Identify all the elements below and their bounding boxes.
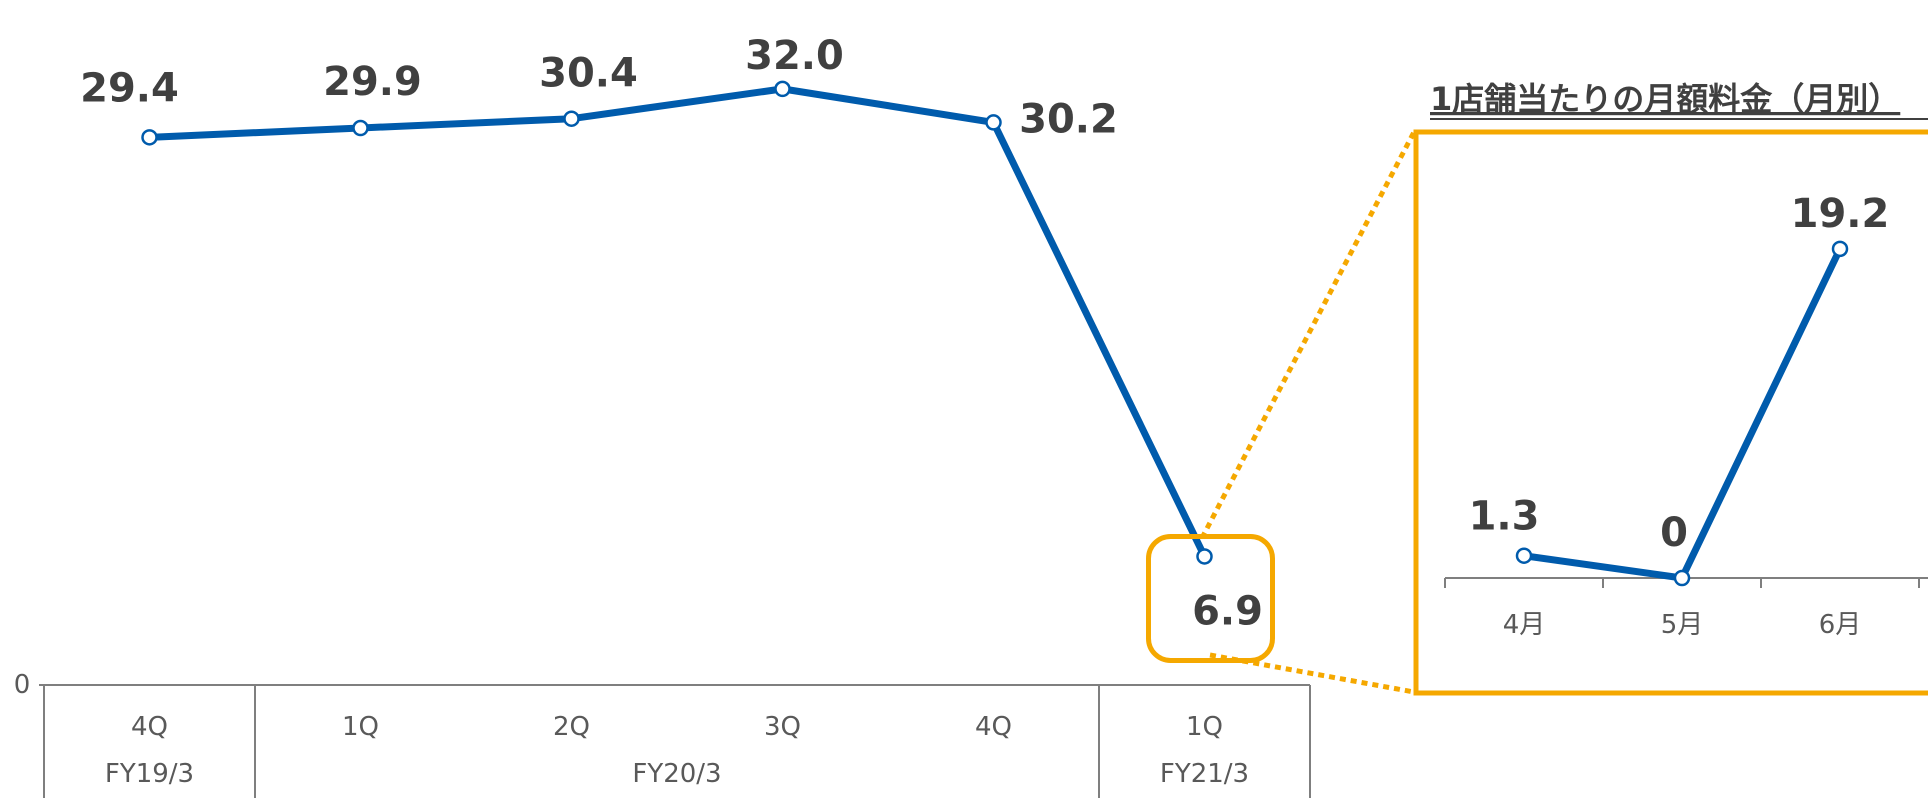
data-label: 32.0 — [745, 33, 844, 79]
x-tick-label: 4Q — [975, 712, 1012, 742]
x-tick-label: 1Q — [342, 712, 379, 742]
data-point — [352, 119, 369, 137]
data-point — [985, 114, 1002, 131]
main-value-labels: 29.4 29.9 30.4 32.0 30.2 6.9 — [80, 33, 1263, 635]
zoom-connector-top — [1199, 130, 1417, 540]
highlight-box — [1146, 533, 1275, 663]
data-label: 29.4 — [80, 65, 179, 111]
data-point — [774, 80, 791, 98]
x-tick-label: 3Q — [764, 712, 801, 742]
data-label: 30.2 — [1019, 96, 1118, 142]
inset-data-label: 1.3 — [1469, 494, 1540, 540]
main-line-chart: 0 FY19/3 FY20/3 FY21/34Q 1Q 2Q 3Q 4Q 1Q 29.4 29.… — [14, 33, 1311, 798]
inset-data-label: 0 — [1660, 510, 1688, 556]
x-tick-label: 4Q — [131, 712, 168, 742]
x-group-label: FY19/3 — [105, 759, 194, 789]
x-tick-label: 1Q — [1186, 712, 1223, 742]
data-label: 6.9 — [1192, 588, 1263, 634]
x-tick-label: 2Q — [553, 712, 590, 742]
data-label: 30.4 — [539, 51, 638, 97]
main-series-points — [141, 80, 1213, 565]
inset-data-point — [1673, 569, 1691, 587]
inset-data-point — [1831, 240, 1849, 258]
x-group-label: FY21/3 — [1160, 759, 1249, 789]
inset-series-points — [1515, 240, 1849, 587]
data-point — [563, 110, 580, 127]
y-axis-zero-label: 0 — [14, 670, 31, 700]
data-label: 29.9 — [323, 59, 422, 105]
data-point — [141, 129, 158, 146]
inset-x-tick-label: 5月 — [1661, 610, 1704, 640]
x-group-label: FY20/3 — [632, 759, 721, 789]
inset-x-tick-label: 6月 — [1819, 610, 1862, 640]
inset-data-point — [1515, 547, 1533, 564]
data-point — [1196, 548, 1213, 565]
inset-data-label: 19.2 — [1791, 191, 1890, 237]
inset-frame — [1413, 129, 1928, 696]
category-table: FY19/3 FY20/3 FY21/3 4Q 1Q 2Q 3Q 4Q 1Q — [39, 684, 1311, 798]
inset-title: 1店舗当たりの月額料金（月別） — [1430, 80, 1900, 118]
main-series-line — [149, 85, 1208, 558]
inset-value-labels: 1.3 0 19.2 — [1469, 191, 1890, 556]
inset-x-tick-label: 4月 — [1503, 610, 1546, 640]
inset-x-axis: 4月 5月 6月 — [1444, 577, 1928, 640]
inset-line-chart: 1店舗当たりの月額料金（月別） 4月 5月 6月 1.3 0 19.2 — [1413, 80, 1928, 696]
